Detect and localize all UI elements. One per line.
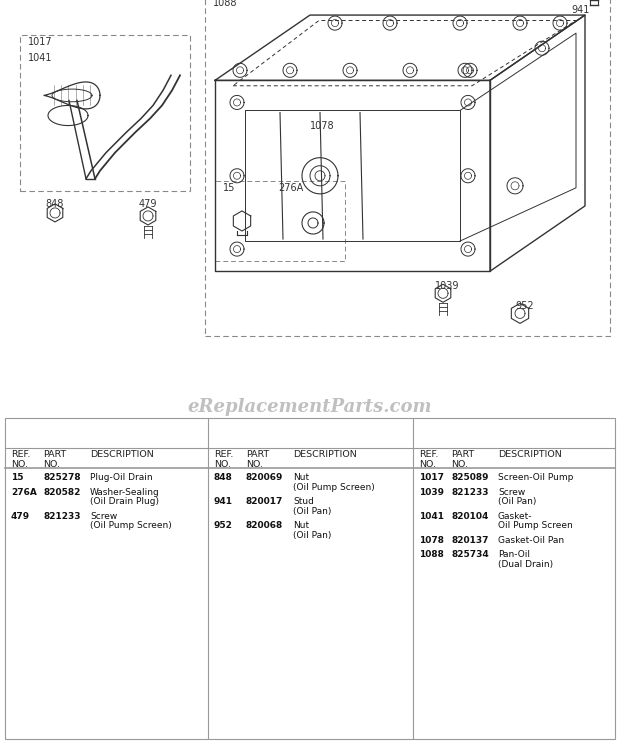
Text: 821233: 821233 (451, 487, 489, 497)
Text: Screen-Oil Pump: Screen-Oil Pump (498, 473, 574, 482)
Text: 1017: 1017 (28, 37, 53, 47)
Bar (215, 181, 345, 261)
Text: 820068: 820068 (246, 522, 283, 530)
Text: (Oil Pump Screen): (Oil Pump Screen) (293, 483, 374, 492)
Text: REF.: REF. (11, 450, 30, 459)
Text: DESCRIPTION: DESCRIPTION (90, 450, 154, 459)
Text: 820104: 820104 (451, 512, 489, 521)
Text: 1039: 1039 (419, 487, 444, 497)
Text: eReplacementParts.com: eReplacementParts.com (188, 398, 432, 416)
Text: 941: 941 (214, 497, 233, 506)
Text: Washer-Sealing: Washer-Sealing (90, 487, 160, 497)
Text: (Oil Pan): (Oil Pan) (498, 497, 536, 506)
Text: 952: 952 (515, 301, 534, 311)
Text: Pan-Oil: Pan-Oil (498, 551, 530, 559)
Text: 1041: 1041 (419, 512, 444, 521)
Text: DESCRIPTION: DESCRIPTION (498, 450, 562, 459)
Text: 1088: 1088 (213, 0, 237, 8)
Text: (Oil Pump Screen): (Oil Pump Screen) (90, 522, 172, 530)
Text: Nut: Nut (293, 473, 309, 482)
Text: (Dual Drain): (Dual Drain) (498, 560, 553, 569)
Text: PART: PART (451, 450, 474, 459)
Text: Gasket-: Gasket- (498, 512, 533, 521)
Text: 820017: 820017 (246, 497, 283, 506)
Text: Stud: Stud (293, 497, 314, 506)
Text: 1078: 1078 (310, 121, 335, 130)
Bar (20, 35, 190, 190)
Text: 276A: 276A (11, 487, 37, 497)
Text: 848: 848 (214, 473, 233, 482)
Text: 1078: 1078 (419, 536, 444, 545)
Text: 15: 15 (11, 473, 24, 482)
Text: DESCRIPTION: DESCRIPTION (293, 450, 356, 459)
Text: 479: 479 (11, 512, 30, 521)
Text: 848: 848 (46, 199, 64, 209)
Text: NO.: NO. (11, 460, 28, 469)
Bar (205, 0, 610, 336)
Text: NO.: NO. (246, 460, 263, 469)
Text: 825734: 825734 (451, 551, 489, 559)
Text: Gasket-Oil Pan: Gasket-Oil Pan (498, 536, 564, 545)
Text: 1017: 1017 (419, 473, 444, 482)
Text: PART: PART (43, 450, 66, 459)
Text: 952: 952 (214, 522, 233, 530)
Text: 825089: 825089 (451, 473, 489, 482)
Text: REF.: REF. (214, 450, 233, 459)
Text: 825278: 825278 (43, 473, 81, 482)
Text: Nut: Nut (293, 522, 309, 530)
Text: 1088: 1088 (419, 551, 444, 559)
Text: 821233: 821233 (43, 512, 81, 521)
Text: (Oil Drain Plug): (Oil Drain Plug) (90, 497, 159, 506)
Text: 820137: 820137 (451, 536, 489, 545)
Text: NO.: NO. (451, 460, 468, 469)
Text: REF.: REF. (419, 450, 438, 459)
Text: NO.: NO. (214, 460, 231, 469)
Text: (Oil Pan): (Oil Pan) (293, 530, 331, 540)
Text: Plug-Oil Drain: Plug-Oil Drain (90, 473, 153, 482)
Text: 941: 941 (572, 5, 590, 15)
Text: 820069: 820069 (246, 473, 283, 482)
Text: 479: 479 (139, 199, 157, 209)
Text: PART: PART (246, 450, 269, 459)
Text: Screw: Screw (90, 512, 117, 521)
Text: 276A: 276A (278, 183, 303, 193)
Text: NO.: NO. (43, 460, 60, 469)
Text: 15: 15 (223, 183, 236, 193)
Text: NO.: NO. (419, 460, 436, 469)
Text: 820582: 820582 (43, 487, 81, 497)
Text: (Oil Pan): (Oil Pan) (293, 507, 331, 516)
Text: 1039: 1039 (435, 281, 459, 291)
Text: Screw: Screw (498, 487, 525, 497)
Text: 1041: 1041 (28, 54, 53, 63)
Text: Oil Pump Screen: Oil Pump Screen (498, 522, 573, 530)
